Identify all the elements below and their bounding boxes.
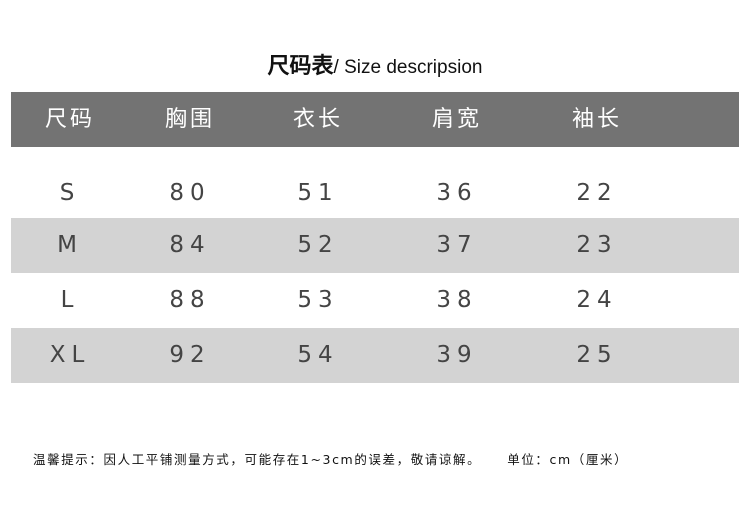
header-shoulder: 肩宽 — [431, 107, 482, 132]
cell-length: 51 — [297, 180, 339, 206]
header-length: 衣长 — [292, 107, 343, 132]
cell-sleeve: 25 — [576, 342, 618, 368]
unit-label: 单位：cm（厘米） — [507, 452, 629, 467]
cell-sleeve: 23 — [576, 232, 618, 258]
cell-shoulder: 37 — [436, 232, 478, 258]
cell-length: 53 — [297, 287, 339, 313]
title-en: / Size descripsion — [333, 57, 483, 78]
header-sleeve: 袖长 — [571, 107, 622, 132]
cell-shoulder: 36 — [436, 180, 478, 206]
cell-sleeve: 22 — [576, 180, 618, 206]
cell-shoulder: 39 — [436, 342, 478, 368]
cell-chest: 84 — [169, 232, 211, 258]
table-row: M 84 52 37 23 — [11, 218, 739, 273]
cell-length: 52 — [297, 232, 339, 258]
measurement-note: 温馨提示：因人工平铺测量方式，可能存在1~3cm的误差，敬请谅解。 — [33, 452, 482, 467]
cell-sleeve: 24 — [576, 287, 618, 313]
table-row: XL 92 54 39 25 — [11, 328, 739, 383]
table-row: L 88 53 38 24 — [11, 273, 739, 328]
cell-size: M — [57, 232, 83, 258]
header-size: 尺码 — [44, 107, 95, 132]
cell-size: L — [60, 287, 80, 313]
cell-chest: 80 — [169, 180, 211, 206]
footer-note: 温馨提示：因人工平铺测量方式，可能存在1~3cm的误差，敬请谅解。 单位：cm（厘… — [33, 449, 628, 468]
header-chest: 胸围 — [164, 107, 215, 132]
cell-size: S — [59, 180, 81, 206]
cell-chest: 92 — [169, 342, 211, 368]
title-zh: 尺码表 — [267, 54, 334, 79]
cell-length: 54 — [297, 342, 339, 368]
table-header: 尺码 胸围 衣长 肩宽 袖长 — [11, 92, 739, 147]
table-row: S 80 51 36 22 — [11, 166, 739, 221]
cell-chest: 88 — [169, 287, 211, 313]
cell-size: XL — [49, 342, 91, 368]
page-title: 尺码表/ Size descripsion — [0, 48, 750, 80]
cell-shoulder: 38 — [436, 287, 478, 313]
